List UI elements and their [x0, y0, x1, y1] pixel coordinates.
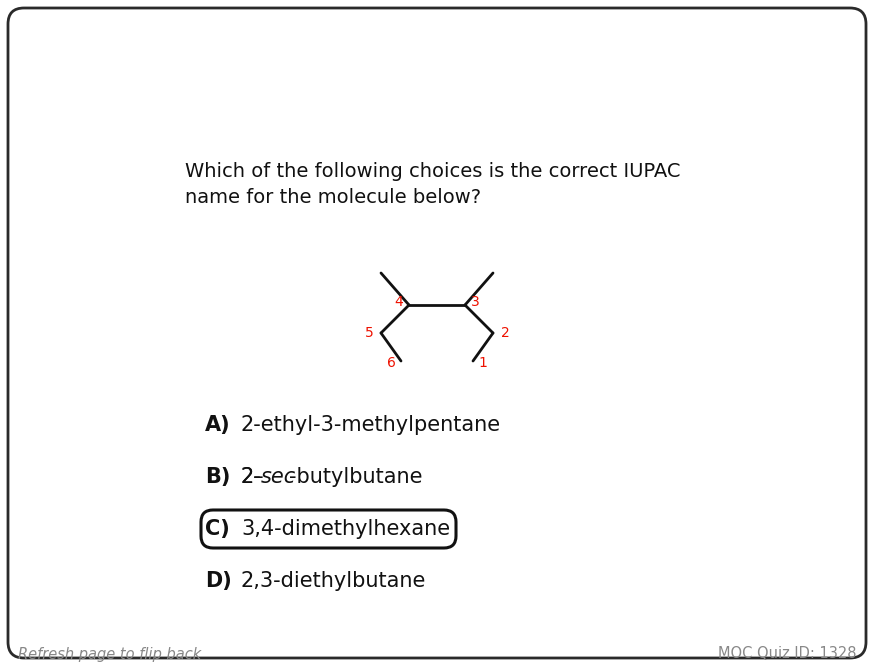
Text: 2-: 2-: [241, 467, 261, 487]
Text: 3: 3: [470, 295, 479, 309]
FancyBboxPatch shape: [201, 510, 456, 548]
Text: D): D): [205, 571, 232, 591]
Text: name for the molecule below?: name for the molecule below?: [185, 188, 481, 207]
Text: B): B): [205, 467, 231, 487]
Text: Which of the following choices is the correct IUPAC: Which of the following choices is the co…: [185, 162, 681, 181]
Text: -butylbutane: -butylbutane: [289, 467, 422, 487]
Text: 3,4-dimethylhexane: 3,4-dimethylhexane: [241, 519, 450, 539]
Text: sec: sec: [261, 467, 296, 487]
Text: 2–: 2–: [241, 467, 265, 487]
Text: 1: 1: [479, 356, 488, 370]
Text: A): A): [205, 415, 231, 435]
FancyBboxPatch shape: [8, 8, 866, 658]
Text: 6: 6: [386, 356, 395, 370]
Text: MOC Quiz ID: 1328: MOC Quiz ID: 1328: [718, 647, 856, 661]
Text: Refresh page to flip back: Refresh page to flip back: [18, 647, 201, 661]
Text: C): C): [205, 519, 230, 539]
Text: 2-ethyl-3-methylpentane: 2-ethyl-3-methylpentane: [241, 415, 501, 435]
Text: 5: 5: [364, 326, 373, 340]
Text: 4: 4: [395, 295, 404, 309]
Text: 2,3-diethylbutane: 2,3-diethylbutane: [241, 571, 427, 591]
Text: 2: 2: [501, 326, 510, 340]
